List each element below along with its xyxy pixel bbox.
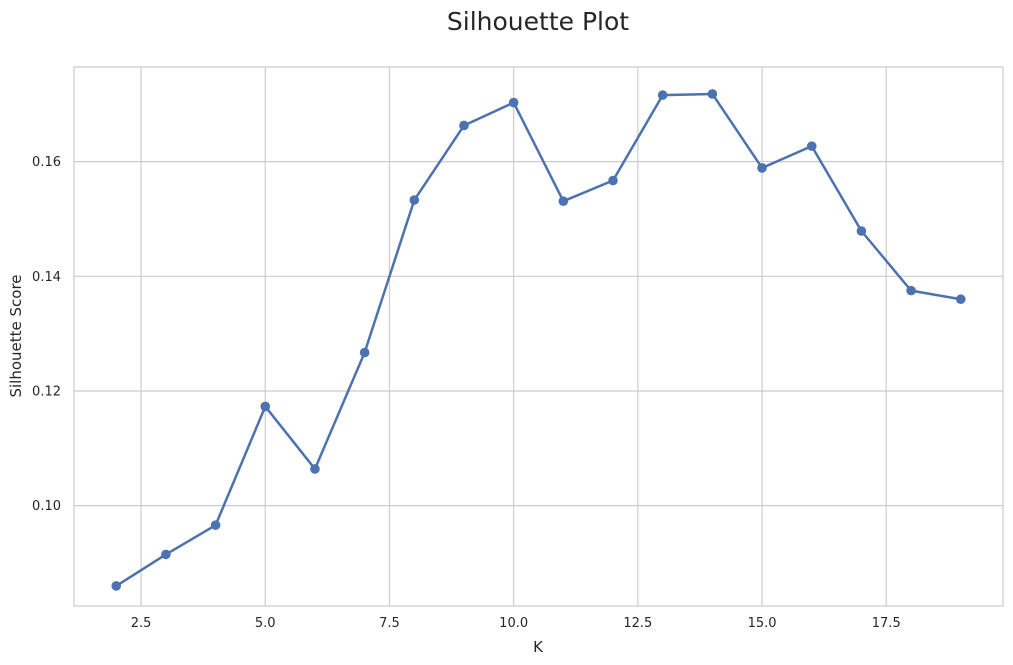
y-tick-label: 0.16 [32, 155, 61, 170]
data-point [161, 549, 171, 560]
data-point [906, 285, 916, 296]
gridlines [74, 67, 1003, 606]
data-point [359, 347, 370, 358]
tick-labels: 2.5 5.0 7.5 10.0 12.5 15.0 17.5 0.10 0.12 0.14 0.1… [32, 155, 901, 631]
data-point [707, 89, 718, 99]
data-point [310, 464, 320, 474]
x-tick-label: 2.5 [131, 616, 152, 631]
plot-area [73, 66, 1004, 607]
y-axis-label: Silhouette Score [7, 274, 25, 397]
data-point [508, 97, 519, 108]
data-point [558, 196, 569, 206]
data-point [459, 120, 469, 131]
data-point [260, 401, 271, 412]
y-tick-label: 0.10 [32, 499, 61, 514]
x-tick-label: 10.0 [499, 616, 528, 631]
series-group [111, 89, 966, 591]
data-point [409, 195, 420, 205]
x-tick-label: 17.5 [872, 616, 901, 631]
data-point [111, 581, 122, 591]
data-point [657, 90, 668, 100]
data-point [856, 226, 867, 236]
series-line [114, 92, 963, 588]
data-point [608, 175, 618, 186]
y-tick-label: 0.14 [32, 270, 61, 285]
x-tick-label: 5.0 [255, 616, 276, 631]
data-point [210, 520, 221, 530]
data-point [806, 141, 817, 151]
data-point [955, 294, 966, 305]
x-axis-label: K [533, 638, 544, 656]
chart-title: Silhouette Plot [447, 7, 629, 36]
data-point [757, 163, 767, 173]
x-tick-label: 7.5 [379, 616, 400, 631]
x-tick-label: 12.5 [623, 616, 652, 631]
x-tick-label: 15.0 [748, 616, 777, 631]
y-tick-label: 0.12 [32, 384, 61, 399]
